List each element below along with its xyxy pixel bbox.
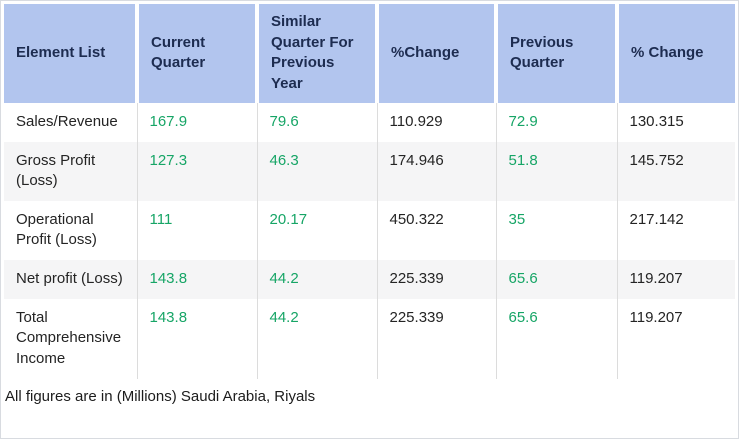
- cell-element-label: Net profit (Loss): [4, 260, 137, 300]
- table-footnote: All figures are in (Millions) Saudi Arab…: [5, 387, 316, 405]
- cell-pct-change-qoq: 130.315: [616, 102, 735, 142]
- cell-element-label: Operational Profit (Loss): [4, 201, 137, 261]
- cell-current-quarter: 143.8: [136, 260, 257, 300]
- cell-similar-quarter-previous-year: 44.2: [256, 299, 377, 379]
- cell-element-label: Total Comprehensive Income: [4, 299, 137, 379]
- cell-previous-quarter: 65.6: [495, 299, 617, 379]
- cell-current-quarter: 111: [136, 201, 257, 261]
- table-row: Sales/Revenue 167.9 79.6 110.929 72.9 130.315: [4, 102, 735, 142]
- column-header-previous-quarter: Previous Quarter: [494, 4, 617, 103]
- column-header-current-quarter: Current Quarter: [135, 4, 257, 103]
- cell-similar-quarter-previous-year: 44.2: [256, 260, 377, 300]
- table-row: Gross Profit (Loss) 127.3 46.3 174.946 51.8 1…: [4, 141, 735, 202]
- cell-pct-change-yoy: 225.339: [376, 299, 496, 379]
- cell-current-quarter: 127.3: [136, 141, 257, 202]
- cell-pct-change-yoy: 174.946: [376, 141, 496, 202]
- cell-pct-change-qoq: 119.207: [616, 260, 735, 300]
- cell-previous-quarter: 51.8: [495, 141, 617, 202]
- cell-pct-change-yoy: 450.322: [376, 201, 496, 261]
- cell-previous-quarter: 72.9: [495, 102, 617, 142]
- cell-pct-change-qoq: 145.752: [616, 141, 735, 202]
- cell-previous-quarter: 65.6: [495, 260, 617, 300]
- cell-current-quarter: 143.8: [136, 299, 257, 379]
- table-body: Sales/Revenue 167.9 79.6 110.929 72.9 130.315…: [4, 102, 735, 379]
- cell-pct-change-qoq: 119.207: [616, 299, 735, 379]
- cell-pct-change-qoq: 217.142: [616, 201, 735, 261]
- column-header-pct-change-qoq: % Change: [615, 4, 735, 103]
- cell-pct-change-yoy: 225.339: [376, 260, 496, 300]
- column-header-element-list: Element List: [4, 4, 137, 103]
- cell-similar-quarter-previous-year: 20.17: [256, 201, 377, 261]
- table-row: Operational Profit (Loss) 111 20.17 450.322…: [4, 201, 735, 261]
- table-header: Element List Current Quarter Similar Quart…: [4, 4, 735, 103]
- financial-results-table: Element List Current Quarter Similar Quart…: [4, 4, 735, 379]
- cell-similar-quarter-previous-year: 46.3: [256, 141, 377, 202]
- cell-previous-quarter: 35: [495, 201, 617, 261]
- header-row: Element List Current Quarter Similar Quart…: [4, 4, 735, 103]
- cell-pct-change-yoy: 110.929: [376, 102, 496, 142]
- table-row: Net profit (Loss) 143.8 44.2 225.339 65.6 119…: [4, 260, 735, 300]
- cell-current-quarter: 167.9: [136, 102, 257, 142]
- cell-element-label: Sales/Revenue: [4, 102, 137, 142]
- cell-similar-quarter-previous-year: 79.6: [256, 102, 377, 142]
- column-header-pct-change-yoy: %Change: [375, 4, 496, 103]
- cell-element-label: Gross Profit (Loss): [4, 141, 137, 202]
- column-header-similar-quarter-for-previous-year: Similar Quarter For Previous Year: [255, 4, 377, 103]
- table-row: Total Comprehensive Income 143.8 44.2 225.3…: [4, 299, 735, 379]
